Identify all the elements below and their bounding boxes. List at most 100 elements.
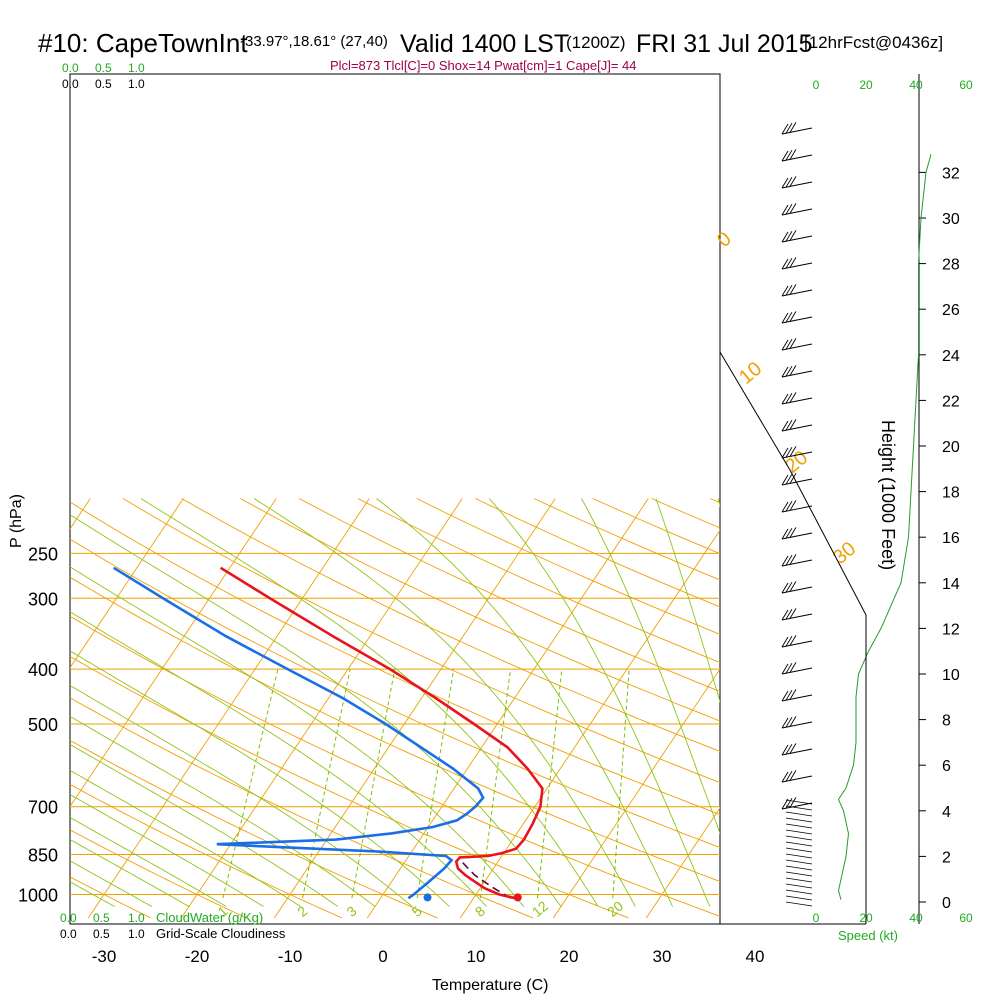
wind-barb-low xyxy=(785,811,813,817)
wind-barb-flag xyxy=(785,122,793,134)
isotherm-10 xyxy=(459,529,720,919)
speed-bottom-tick-60: 60 xyxy=(959,911,973,925)
pressure-tick-300: 300 xyxy=(28,589,58,609)
wind-barb-flag xyxy=(789,770,797,781)
wind-barb-shaft xyxy=(781,424,813,432)
wind-barb-low xyxy=(785,805,813,811)
parcel-profile xyxy=(459,857,512,899)
mixing-ratio-2 xyxy=(302,668,351,899)
dry-adiabat-170 xyxy=(710,498,720,504)
wind-barb-flag xyxy=(781,231,789,243)
scale-bottom-black-0: 0.0 xyxy=(60,927,77,941)
wind-barb-flag xyxy=(781,393,789,405)
scale-top-green-0: 0.0 xyxy=(62,61,79,75)
wind-barb-shaft xyxy=(781,127,813,135)
dry-adiabat-100 xyxy=(298,498,720,692)
wind-barb-flag xyxy=(789,689,797,700)
dry-adiabat-70 xyxy=(122,498,720,784)
mixing-ratio-8 xyxy=(479,669,512,899)
valid-time: Valid 1400 LST xyxy=(400,30,569,58)
pressure-tick-250: 250 xyxy=(28,544,58,564)
wind-barb-shaft xyxy=(781,802,813,810)
wind-barb-flag xyxy=(785,554,793,566)
wind-barb-flag xyxy=(789,419,797,430)
temp-tick-40: 40 xyxy=(746,947,765,966)
wind-barb-flag xyxy=(785,662,793,674)
moist-adiabat-36 xyxy=(488,498,711,907)
wind-barb-flag xyxy=(781,312,789,324)
cloudiness-label: Grid-Scale Cloudiness xyxy=(156,926,286,941)
wind-barb-flag xyxy=(789,338,797,349)
wind-barb-flag xyxy=(785,581,793,593)
wind-barb-flag xyxy=(781,555,789,567)
x-axis-label: Temperature (C) xyxy=(432,977,548,994)
wind-barb-shaft xyxy=(781,505,813,513)
scale-top-black-1: 0.5 xyxy=(95,77,112,91)
speed-bottom-tick-0: 0 xyxy=(813,911,820,925)
height-tick-4: 4 xyxy=(942,804,951,821)
wind-barb-flag xyxy=(781,609,789,621)
pressure-tick-500: 500 xyxy=(28,715,58,735)
dry-adiabat-80 xyxy=(181,498,720,752)
station-location: -33.97°,18.61° (27,40) xyxy=(240,33,388,50)
wind-barb-flag xyxy=(781,528,789,540)
moist-adiabat-8 xyxy=(70,650,450,907)
isotherm-30 xyxy=(645,807,720,919)
top-label-0: 0 xyxy=(713,228,736,252)
mixing-ratio-label-2: 2 xyxy=(294,903,310,920)
speed-frame-outline xyxy=(719,351,867,924)
height-tick-32: 32 xyxy=(942,165,960,182)
isotherm-0 xyxy=(366,498,649,919)
scale-top-black-0: 0.0 xyxy=(62,77,79,91)
wind-barb-flag xyxy=(785,311,793,323)
wind-barb-shaft xyxy=(781,370,813,378)
scale-bottom-black-1: 0.5 xyxy=(93,927,110,941)
temp-tick-0: 0 xyxy=(378,947,387,966)
isotherm-20 xyxy=(552,668,720,919)
wind-barb-low xyxy=(785,895,813,901)
moist-adiabat-0 xyxy=(70,715,376,907)
wind-barb-low xyxy=(785,829,813,835)
wind-barb-low xyxy=(785,877,813,883)
temp-tick-20: 20 xyxy=(560,947,579,966)
pressure-tick-400: 400 xyxy=(28,660,58,680)
y-axis-label: P (hPa) xyxy=(8,494,25,548)
height-tick-20: 20 xyxy=(942,439,960,456)
sounding-profiles xyxy=(113,566,544,902)
dry-adiabat-20 xyxy=(70,655,629,919)
scale-bottom-green-0: 0.0 xyxy=(60,911,77,925)
wind-barb-flag xyxy=(789,500,797,511)
height-tick-30: 30 xyxy=(942,211,960,228)
wind-barb-flag xyxy=(789,797,797,808)
wind-barb-flag xyxy=(781,204,789,216)
pressure-tick-850: 850 xyxy=(28,846,58,866)
wind-barb-shaft xyxy=(781,208,813,216)
moist-adiabat-16 xyxy=(70,566,525,907)
wind-barb-low xyxy=(785,823,813,829)
wind-barb-flag xyxy=(781,258,789,270)
wind-barb-shaft xyxy=(781,559,813,567)
wind-barb-flag xyxy=(781,285,789,297)
wind-barb-flag xyxy=(785,500,793,512)
dry-adiabat--20 xyxy=(70,829,247,919)
wind-barb-flag xyxy=(785,392,793,404)
wind-barb-flag xyxy=(781,501,789,513)
wind-barb-shaft xyxy=(781,721,813,729)
dry-adiabat-10 xyxy=(70,697,534,919)
wind-barb-flag xyxy=(789,311,797,322)
wind-barb-flag xyxy=(781,420,789,432)
wind-barb-low xyxy=(785,835,813,841)
scale-bottom-green-2: 1.0 xyxy=(128,911,145,925)
wind-barb-flag xyxy=(785,635,793,647)
temp-tick--30: -30 xyxy=(92,947,117,966)
dry-adiabat-50 xyxy=(70,538,720,849)
wind-barb-flag xyxy=(789,446,797,457)
wind-barb-flag xyxy=(789,122,797,133)
top-label-10: 10 xyxy=(735,358,766,389)
wind-barb-shaft xyxy=(781,235,813,243)
moist-adiabat-24 xyxy=(140,498,599,907)
temp-tick--10: -10 xyxy=(278,947,303,966)
wind-barb-shaft xyxy=(781,775,813,783)
wind-barb-shaft xyxy=(781,478,813,486)
wind-barb-low xyxy=(785,847,813,853)
